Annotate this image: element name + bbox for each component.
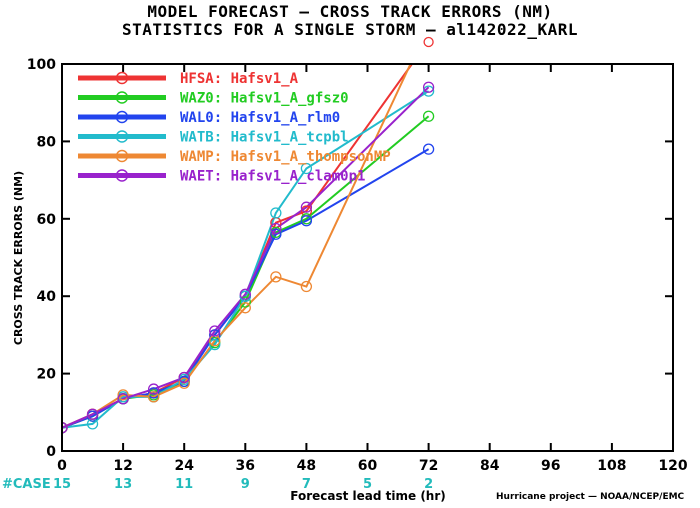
series-point-1 xyxy=(239,296,251,308)
y-tick-label: 60 xyxy=(37,212,57,228)
series-point-4 xyxy=(178,377,190,389)
y-tick-label: 80 xyxy=(37,134,57,150)
series-point-offscale xyxy=(423,36,434,48)
series-point-5 xyxy=(422,81,435,93)
x-tick-label: 36 xyxy=(236,458,255,474)
x-tick-label: 48 xyxy=(297,458,316,474)
series-point-4 xyxy=(147,391,160,403)
series-point-3 xyxy=(300,162,313,175)
case-count-label: #CASE xyxy=(2,477,51,492)
series-point-4 xyxy=(300,280,313,293)
series-point-5 xyxy=(117,393,129,405)
x-tick-label: 96 xyxy=(541,458,560,474)
legend-entry: WAMP: Hafsv1_A_thompsonMP xyxy=(180,149,391,165)
x-tick-label: 24 xyxy=(174,458,194,474)
x-tick-label: 120 xyxy=(658,458,687,474)
legend-marker xyxy=(115,169,129,182)
series-point-3 xyxy=(209,338,221,351)
case-count: 9 xyxy=(241,477,250,492)
series-point-4 xyxy=(117,389,129,401)
series-point-5 xyxy=(62,422,68,434)
x-axis-label: Forecast lead time (hr) xyxy=(290,489,446,503)
series-point-2 xyxy=(147,387,160,399)
legend-marker xyxy=(115,91,129,104)
series-point-5 xyxy=(209,325,221,337)
credit-text: Hurricane project — NOAA/NCEP/EMC xyxy=(496,492,685,502)
series-point-4 xyxy=(424,20,434,30)
x-tick-label: 108 xyxy=(597,458,626,474)
x-tick-label: 0 xyxy=(57,458,67,474)
legend-entry: WAL0: Hafsv1_A_rlm0 xyxy=(180,110,340,126)
legend-marker xyxy=(115,130,129,143)
series-point-2 xyxy=(270,228,282,240)
y-tick-label: 20 xyxy=(37,367,57,383)
series-point-5 xyxy=(86,408,99,420)
series-line-4 xyxy=(62,64,412,429)
series-line-2 xyxy=(62,148,430,429)
x-tick-label: 84 xyxy=(480,458,500,474)
series-point-3 xyxy=(422,85,435,97)
legend-entry: HFSA: Hafsv1_A xyxy=(180,71,299,87)
case-count: 2 xyxy=(424,477,433,492)
series-point-1 xyxy=(422,110,435,122)
legend-marker xyxy=(115,110,129,124)
case-count: 13 xyxy=(114,477,132,492)
series-point-2 xyxy=(300,215,313,227)
y-tick-label: 0 xyxy=(46,444,56,460)
series-point-5 xyxy=(300,201,313,213)
legend-marker xyxy=(115,149,129,163)
chart-subtitle: STATISTICS FOR A SINGLE STORM — al142022… xyxy=(122,20,578,39)
case-count: 11 xyxy=(175,477,193,492)
chart-title: MODEL FORECAST — CROSS TRACK ERRORS (NM) xyxy=(147,2,553,21)
legend-marker xyxy=(115,71,129,85)
x-tick-label: 72 xyxy=(419,458,438,474)
y-tick-label: 40 xyxy=(37,289,57,305)
legend-entry: WAZ0: Hafsv1_A_gfsz0 xyxy=(180,91,349,107)
series-point-5 xyxy=(147,383,160,395)
y-axis-label: CROSS TRACK ERRORS (NM) xyxy=(12,171,25,345)
legend-entry: WAET: Hafsv1_A_clam0p1 xyxy=(180,169,365,185)
series-point-5 xyxy=(178,371,190,384)
series-line-5 xyxy=(62,86,430,429)
series-point-2 xyxy=(422,143,435,155)
series-point-3 xyxy=(270,207,282,219)
case-count: 5 xyxy=(363,477,372,492)
x-tick-label: 12 xyxy=(113,458,132,474)
x-tick-label: 60 xyxy=(358,458,378,474)
series-point-5 xyxy=(239,288,251,300)
legend-entry: WATB: Hafsv1_A_tcpbl xyxy=(180,130,349,146)
case-count: 15 xyxy=(53,477,71,492)
series-point-4 xyxy=(270,271,282,283)
series-point-5 xyxy=(270,222,282,235)
series-point-4 xyxy=(239,302,251,314)
y-tick-label: 100 xyxy=(27,57,56,73)
case-count: 7 xyxy=(302,477,311,492)
